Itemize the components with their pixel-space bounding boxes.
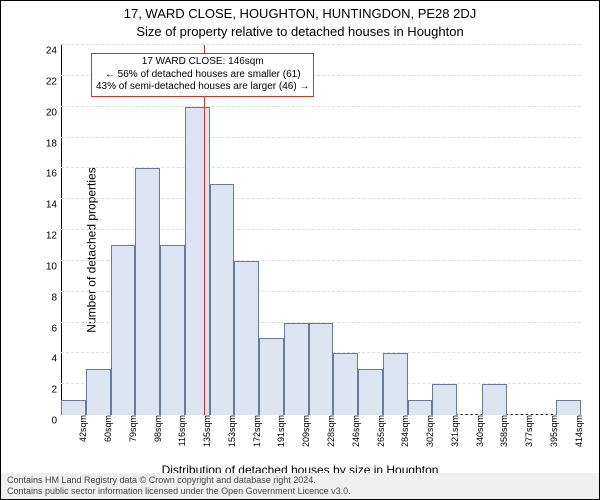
histogram-bar	[309, 323, 334, 416]
x-tick-label: 395sqm	[547, 415, 559, 447]
x-tick-label: 79sqm	[126, 415, 138, 442]
y-tick-label: 22	[46, 76, 61, 87]
x-tick-label: 228sqm	[324, 415, 336, 447]
y-tick-label: 12	[46, 231, 61, 242]
y-tick-label: 4	[51, 354, 61, 365]
gridline	[61, 137, 581, 138]
footer-line-2: Contains public sector information licen…	[7, 486, 593, 497]
footer: Contains HM Land Registry data © Crown c…	[1, 473, 599, 499]
x-tick-label: 340sqm	[473, 415, 485, 447]
gridline	[61, 44, 581, 45]
marker-line	[204, 45, 205, 415]
y-tick-label: 0	[51, 416, 61, 427]
annotation-line: 43% of semi-detached houses are larger (…	[96, 81, 309, 94]
y-tick-label: 18	[46, 138, 61, 149]
title-line-1: 17, WARD CLOSE, HOUGHTON, HUNTINGDON, PE…	[1, 5, 599, 23]
annotation-box: 17 WARD CLOSE: 146sqm← 56% of detached h…	[91, 53, 314, 97]
annotation-line: 17 WARD CLOSE: 146sqm	[96, 56, 309, 69]
x-tick-label: 153sqm	[225, 415, 237, 447]
x-tick-label: 116sqm	[175, 415, 187, 446]
histogram-bar	[111, 245, 136, 415]
x-tick-label: 42sqm	[76, 415, 88, 442]
y-tick-label: 24	[46, 46, 61, 57]
y-tick-label: 10	[46, 261, 61, 272]
annotation-line: ← 56% of detached houses are smaller (61…	[96, 69, 309, 82]
histogram-bar	[482, 384, 507, 415]
y-tick-label: 20	[46, 107, 61, 118]
plot-area: 02468101214161820222442sqm60sqm79sqm98sq…	[61, 45, 581, 415]
gridline	[61, 106, 581, 107]
histogram-bar	[135, 168, 160, 415]
histogram-bar	[61, 400, 86, 415]
x-tick-label: 172sqm	[250, 415, 262, 447]
histogram-bar	[432, 384, 457, 415]
y-tick-label: 14	[46, 200, 61, 211]
x-tick-label: 60sqm	[101, 415, 113, 442]
histogram-bar	[358, 369, 383, 415]
x-tick-label: 358sqm	[497, 415, 509, 447]
x-tick-label: 321sqm	[448, 415, 460, 447]
footer-line-1: Contains HM Land Registry data © Crown c…	[7, 475, 593, 486]
title-line-2: Size of property relative to detached ho…	[1, 23, 599, 41]
histogram-bar	[234, 261, 259, 415]
histogram-bar	[86, 369, 111, 415]
histogram-bar	[210, 184, 235, 415]
x-tick-label: 302sqm	[423, 415, 435, 447]
y-tick-label: 8	[51, 292, 61, 303]
histogram-bar	[333, 353, 358, 415]
y-tick-label: 2	[51, 385, 61, 396]
x-tick-label: 246sqm	[349, 415, 361, 447]
x-tick-label: 98sqm	[151, 415, 163, 442]
histogram-bar	[160, 245, 185, 415]
chart-title: 17, WARD CLOSE, HOUGHTON, HUNTINGDON, PE…	[1, 1, 599, 41]
histogram-bar	[185, 107, 210, 415]
histogram-bar	[284, 323, 309, 416]
x-tick-label: 284sqm	[398, 415, 410, 447]
x-tick-label: 265sqm	[374, 415, 386, 447]
y-tick-label: 16	[46, 169, 61, 180]
x-tick-label: 209sqm	[299, 415, 311, 447]
y-tick-label: 6	[51, 323, 61, 334]
histogram-bar	[259, 338, 284, 415]
histogram-bar	[408, 400, 433, 415]
histogram-bar	[383, 353, 408, 415]
x-tick-label: 414sqm	[572, 415, 584, 447]
x-tick-label: 191sqm	[274, 415, 286, 447]
x-tick-label: 135sqm	[200, 415, 212, 447]
x-tick-label: 377sqm	[522, 415, 534, 447]
histogram-bar	[556, 400, 581, 415]
y-axis-line	[61, 45, 62, 415]
chart-container: 17, WARD CLOSE, HOUGHTON, HUNTINGDON, PE…	[0, 0, 600, 500]
